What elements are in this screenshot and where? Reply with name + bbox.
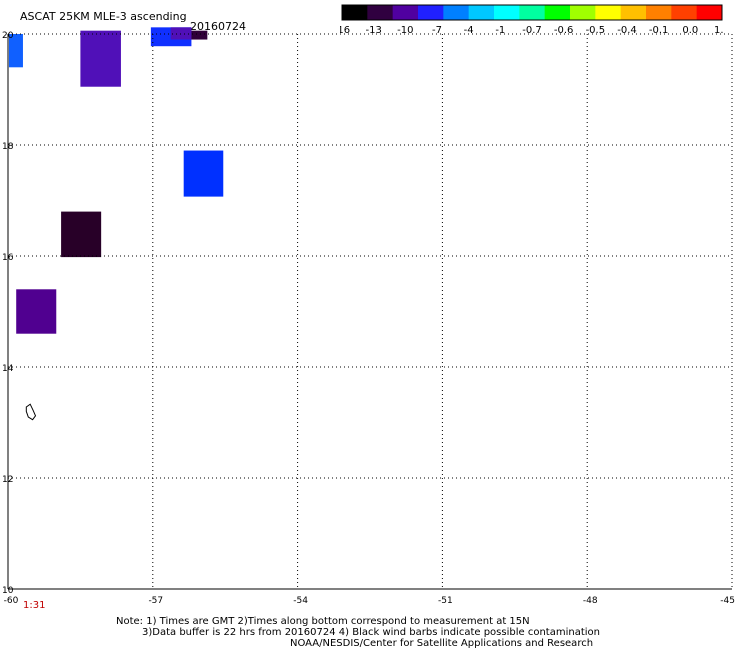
colorbar-label: 1.0 xyxy=(714,25,724,36)
colorbar-label: -0.7 xyxy=(522,25,542,36)
colorbar-label: -16 xyxy=(340,25,350,36)
colorbar-swatch xyxy=(367,5,394,20)
colorbar-swatch xyxy=(570,5,596,20)
lat-tick-label: 18 xyxy=(2,142,14,152)
colorbar-label: -0.4 xyxy=(617,25,637,36)
time-label: 1:31 xyxy=(23,600,46,611)
lon-tick-label: -45 xyxy=(720,596,735,606)
island-outline xyxy=(25,403,37,421)
colorbar-swatch xyxy=(443,5,470,20)
lon-tick-label: -60 xyxy=(4,596,19,606)
lat-tick-label: 14 xyxy=(2,364,14,374)
footer-note-2: 3)Data buffer is 22 hrs from 20160724 4)… xyxy=(142,627,600,638)
lat-tick-label: 16 xyxy=(2,253,14,263)
colorbar-frame xyxy=(341,4,723,21)
colorbar-swatch xyxy=(519,5,546,20)
lat-tick-label: 12 xyxy=(2,475,13,485)
colorbar-label: -10 xyxy=(397,25,413,36)
colorbar-swatch xyxy=(620,5,647,20)
map-plot: 10 12 14 16 18 20 -60 -57 -54 -51 -48 -45 xyxy=(2,27,735,606)
lat-tick-label: 20 xyxy=(2,31,14,41)
footer-note-1: Note: 1) Times are GMT 2)Times along bot… xyxy=(116,616,530,627)
colorbar-label: -7 xyxy=(432,25,442,36)
data-cell xyxy=(191,30,208,40)
data-cell xyxy=(170,27,192,40)
lon-tick-label: -54 xyxy=(293,596,308,606)
colorbar-swatch xyxy=(671,5,698,20)
data-cell xyxy=(183,150,224,197)
lon-tick-label: -57 xyxy=(148,596,163,606)
lat-tick-label: 10 xyxy=(2,586,14,596)
data-cell xyxy=(61,211,102,258)
data-cell xyxy=(80,30,121,87)
colorbar-swatch xyxy=(418,5,444,20)
colorbar-label: -0.6 xyxy=(554,25,574,36)
footer-credit: NOAA/NESDIS/Center for Satellite Applica… xyxy=(290,638,594,649)
colorbar-swatch xyxy=(696,5,723,20)
chart-date: 20160724 xyxy=(190,20,246,33)
data-cell xyxy=(16,289,57,334)
lon-tick-label: -51 xyxy=(438,596,453,606)
colorbar-label: -4 xyxy=(464,25,474,36)
colorbar-label: -0.5 xyxy=(586,25,606,36)
colorbar-swatch xyxy=(342,5,368,20)
colorbar-label: -0.1 xyxy=(649,25,669,36)
colorbar-label: 0.0 xyxy=(682,25,698,36)
lon-tick-label: -48 xyxy=(583,596,598,606)
colorbar-swatch xyxy=(595,5,622,20)
colorbar: -16 -13 -10 -7 -4 -1 -0.7 -0.6 -0.5 -0.4 -0.1 0.0 1.… xyxy=(340,4,724,36)
colorbar-label: -13 xyxy=(365,25,381,36)
colorbar-swatch xyxy=(392,5,419,20)
data-cell xyxy=(8,34,23,68)
colorbar-label: -1 xyxy=(495,25,505,36)
colorbar-swatch xyxy=(468,5,495,20)
colorbar-swatch xyxy=(544,5,571,20)
chart-title: ASCAT 25KM MLE-3 ascending xyxy=(20,10,187,23)
colorbar-swatch xyxy=(646,5,672,20)
colorbar-swatch xyxy=(494,5,520,20)
